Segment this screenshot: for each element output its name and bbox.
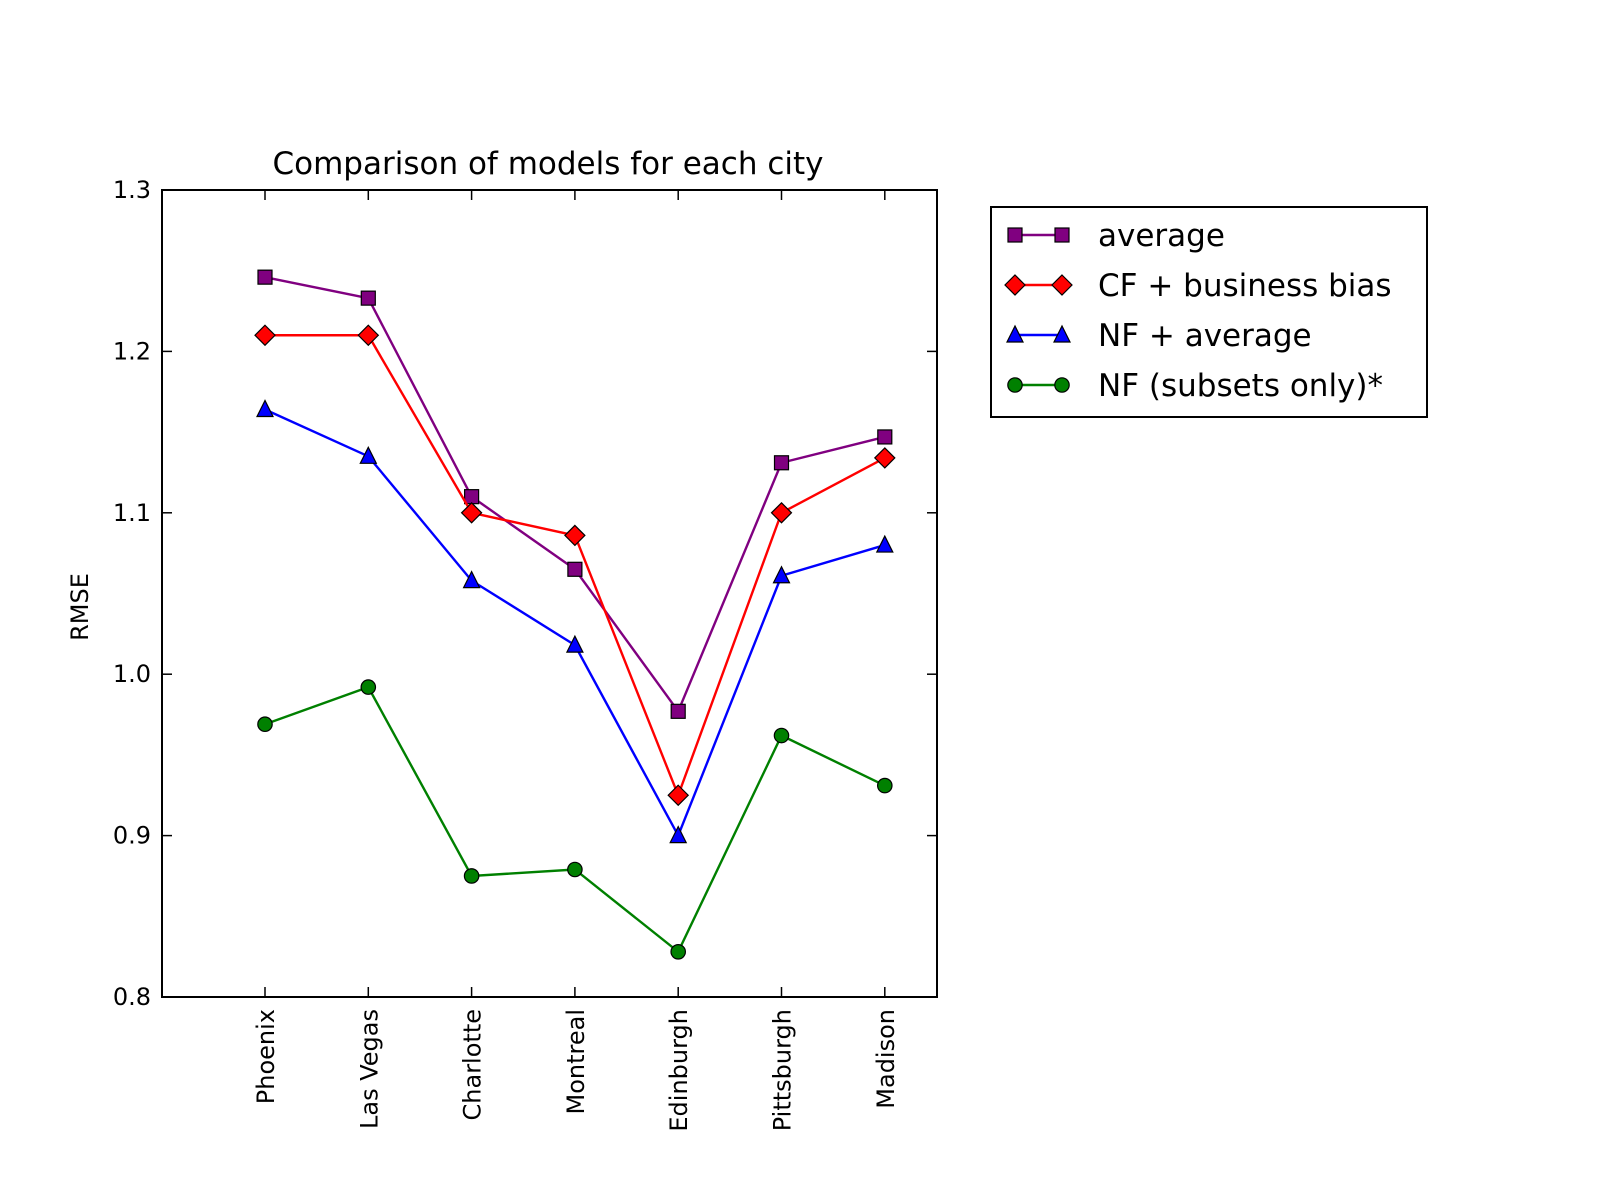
- x-tick-label: Phoenix: [252, 1009, 280, 1104]
- triangle-marker: [462, 570, 481, 589]
- legend-label: average: [1098, 218, 1225, 254]
- diamond-marker: [460, 501, 483, 524]
- legend-label: CF + business bias: [1098, 268, 1392, 304]
- x-tick-label: Las Vegas: [355, 1009, 383, 1129]
- diamond-marker: [564, 524, 586, 547]
- legend-triangle-marker: [1006, 324, 1024, 343]
- y-tick-label: 1.3: [113, 176, 151, 204]
- triangle-marker: [875, 534, 894, 553]
- legend-item-nf-average: NF + average: [1006, 318, 1312, 354]
- series-nf-subsets-only: [257, 679, 893, 960]
- triangle-marker: [772, 565, 791, 584]
- diamond-marker: [254, 324, 276, 347]
- legend: average CF + business bias NF + average NF …: [990, 206, 1428, 418]
- circle-marker: [876, 777, 893, 794]
- diamond-marker: [873, 447, 896, 469]
- circle-marker: [670, 944, 686, 960]
- triangle-marker: [669, 825, 688, 844]
- square-marker: [773, 455, 790, 471]
- legend-label: NF (subsets only)*: [1098, 368, 1383, 404]
- legend-triangle-marker: [1053, 324, 1071, 343]
- x-tick-label: Charlotte: [459, 1009, 487, 1120]
- x-tick-label: Montreal: [562, 1009, 590, 1115]
- legend-item-average: average: [1007, 218, 1225, 254]
- x-tick-label: Edinburgh: [665, 1009, 693, 1132]
- legend-item-nf-subsets-only: NF (subsets only)*: [1007, 368, 1383, 404]
- legend-square-marker: [1054, 227, 1070, 243]
- legend-square-marker: [1007, 227, 1023, 243]
- chart-title: Comparison of models for each city: [273, 146, 824, 182]
- legend-item-cf-business-bias: CF + business bias: [1004, 268, 1392, 304]
- square-marker: [360, 290, 376, 306]
- square-marker: [464, 489, 480, 505]
- y-tick-label: 0.8: [113, 983, 151, 1011]
- legend-label: NF + average: [1098, 318, 1312, 354]
- circle-marker: [567, 861, 583, 878]
- circle-marker: [773, 727, 790, 744]
- square-marker: [670, 703, 686, 719]
- triangle-marker: [256, 399, 274, 418]
- triangle-marker: [359, 445, 378, 464]
- y-tick-label: 1.0: [113, 660, 151, 688]
- y-tick-label: 0.9: [113, 822, 151, 850]
- series-nf-average: [256, 399, 894, 844]
- diamond-marker: [770, 501, 793, 524]
- diamond-marker: [667, 784, 690, 807]
- circle-marker: [360, 679, 377, 695]
- y-tick-label: 1.2: [113, 337, 151, 365]
- legend-circle-marker: [1054, 377, 1070, 393]
- series-cf-business-bias: [254, 324, 896, 807]
- plot-area: 0.8 0.9 1.0 1.1 1.2 1.3 Phoenix Las Vegas Charlo…: [113, 176, 938, 1132]
- square-marker: [567, 561, 583, 577]
- legend-diamond-marker: [1051, 274, 1073, 296]
- legend-diamond-marker: [1004, 274, 1026, 296]
- series-average: [257, 269, 893, 719]
- diamond-marker: [357, 324, 380, 347]
- x-tick-label: Pittsburgh: [769, 1009, 797, 1131]
- circle-marker: [257, 716, 273, 733]
- y-axis-label: RMSE: [66, 573, 94, 641]
- plot-frame: [161, 189, 938, 998]
- square-marker: [877, 429, 893, 445]
- circle-marker: [463, 868, 480, 884]
- x-tick-label: Madison: [872, 1009, 900, 1109]
- triangle-marker: [565, 634, 584, 653]
- legend-circle-marker: [1007, 377, 1023, 393]
- square-marker: [257, 269, 273, 285]
- y-tick-label: 1.1: [113, 499, 151, 527]
